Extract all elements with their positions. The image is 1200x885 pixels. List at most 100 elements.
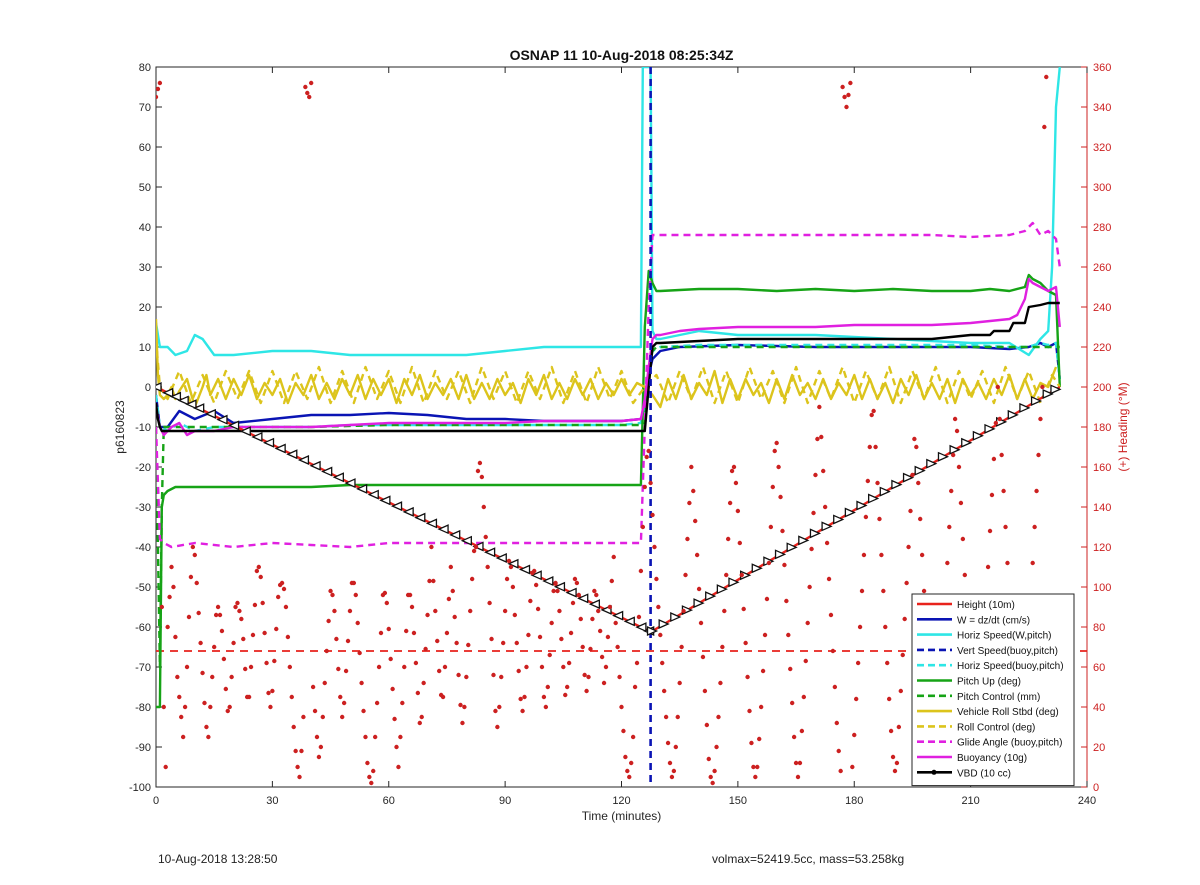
y2-tick-label: 260 <box>1093 262 1111 274</box>
y2-tick-label: 360 <box>1093 62 1111 74</box>
x-tick-label: 30 <box>266 795 278 807</box>
heading-point <box>351 580 357 586</box>
heading-point <box>648 480 653 486</box>
heading-point <box>950 452 956 458</box>
heading-point <box>671 768 677 774</box>
heading-point <box>563 692 568 698</box>
heading-point <box>497 704 502 710</box>
heading-point <box>396 764 401 770</box>
height-marker <box>321 466 333 477</box>
heading-point <box>258 574 263 580</box>
heading-point <box>559 636 564 642</box>
heading-point <box>543 704 549 710</box>
height-marker <box>635 622 647 633</box>
heading-point <box>661 688 667 694</box>
heading-point <box>597 628 603 634</box>
height-marker <box>833 514 845 525</box>
y-tick-label: -20 <box>135 462 151 474</box>
heading-point <box>211 644 217 650</box>
heading-point <box>916 480 921 486</box>
height-marker <box>204 408 216 419</box>
heading-point <box>1003 524 1008 530</box>
heading-point <box>724 572 729 578</box>
heading-point <box>821 468 826 474</box>
heading-point <box>444 630 450 636</box>
heading-point <box>340 714 345 720</box>
heading-point <box>706 756 711 762</box>
x-tick-label: 180 <box>845 795 863 807</box>
heading-point <box>357 650 362 656</box>
heading-point <box>727 500 733 506</box>
heading-point <box>987 528 993 534</box>
heading-point <box>231 640 236 646</box>
heading-point <box>493 708 498 714</box>
heading-point <box>427 578 432 584</box>
heading-point <box>485 564 490 570</box>
height-marker <box>239 426 251 437</box>
heading-point <box>877 516 882 522</box>
heading-point <box>850 764 855 770</box>
heading-point <box>784 598 789 604</box>
heading-point <box>204 724 209 730</box>
heading-point <box>638 568 644 574</box>
heading-point <box>471 548 477 554</box>
height-marker <box>984 423 996 434</box>
heading-point <box>621 728 626 734</box>
heading-point <box>372 734 378 740</box>
heading-point <box>636 614 642 620</box>
heading-point <box>208 704 213 710</box>
heading-point <box>782 562 787 568</box>
heading-point <box>949 488 954 494</box>
y-tick-label: 0 <box>145 382 151 394</box>
heading-point <box>910 472 915 478</box>
heading-point <box>615 644 620 650</box>
heading-point <box>324 648 329 654</box>
heading-point <box>904 580 909 586</box>
heading-point <box>999 452 1004 458</box>
heading-point <box>318 744 324 750</box>
heading-point <box>588 646 593 652</box>
heading-point <box>584 688 589 694</box>
height-marker <box>367 489 379 500</box>
heading-point <box>551 588 556 594</box>
legend-label: Height (10m) <box>957 600 1015 611</box>
heading-point <box>731 464 737 470</box>
heading-point <box>607 604 613 610</box>
y-tick-label: -100 <box>129 782 151 794</box>
heading-point <box>691 488 696 494</box>
height-marker <box>297 455 310 466</box>
heading-point <box>830 648 836 654</box>
heading-point <box>495 724 500 730</box>
heading-point <box>301 714 306 720</box>
heading-point <box>411 630 417 636</box>
heading-point <box>958 500 964 506</box>
height-marker <box>623 616 635 627</box>
height-marker <box>565 587 577 598</box>
height-marker <box>844 507 856 518</box>
heading-point <box>603 664 609 670</box>
heading-point <box>334 636 339 642</box>
series-line-7 <box>156 318 1058 409</box>
heading-point <box>320 714 326 720</box>
heading-point <box>991 456 997 462</box>
heading-point <box>561 664 566 670</box>
heading-point <box>890 754 896 760</box>
height-marker <box>216 414 228 425</box>
heading-point <box>799 728 805 734</box>
y2-axis-label: (+) Heading (°M) <box>1116 382 1130 471</box>
heading-point <box>570 600 576 606</box>
heading-point <box>658 632 663 638</box>
legend-label: Vert Speed(buoy,pitch) <box>957 646 1058 657</box>
y2-tick-label: 340 <box>1093 102 1111 114</box>
heading-point <box>863 514 869 520</box>
height-marker <box>949 444 961 455</box>
heading-point <box>188 574 194 580</box>
series-line-9 <box>156 221 1061 549</box>
heading-point <box>305 90 310 96</box>
heading-point <box>900 652 905 658</box>
heading-point <box>700 654 706 660</box>
heading-point <box>184 664 190 670</box>
heading-point <box>757 736 762 742</box>
heading-point <box>708 774 713 780</box>
heading-point <box>776 464 781 470</box>
